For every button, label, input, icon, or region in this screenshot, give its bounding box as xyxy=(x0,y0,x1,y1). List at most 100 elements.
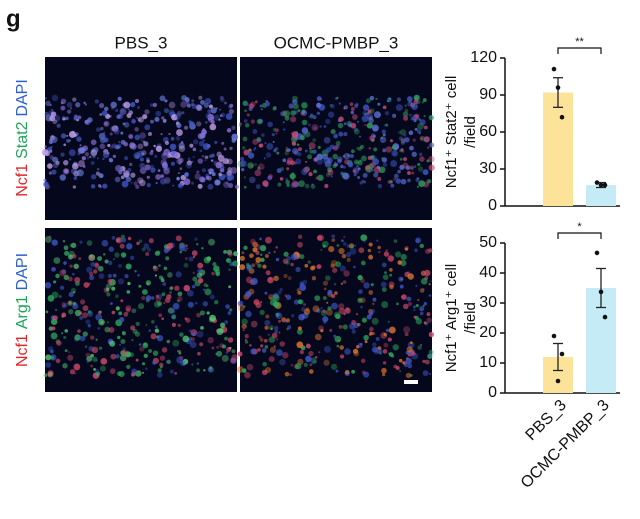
cell xyxy=(400,178,407,185)
cell xyxy=(73,363,81,371)
cell xyxy=(223,147,227,151)
cell xyxy=(241,368,247,373)
cell xyxy=(252,247,258,253)
cell xyxy=(363,282,370,289)
cell xyxy=(364,112,367,116)
cell xyxy=(241,251,245,255)
cell xyxy=(428,248,433,253)
cell xyxy=(159,95,166,102)
cell xyxy=(70,242,77,248)
cell xyxy=(142,114,148,120)
cell xyxy=(223,249,227,254)
y-axis-label: Ncf1⁺ Arg1⁺ cell xyxy=(443,264,460,372)
cell xyxy=(396,302,399,306)
cell xyxy=(316,111,321,115)
cell xyxy=(71,272,75,276)
cell xyxy=(259,245,267,252)
cell xyxy=(311,362,314,365)
cell xyxy=(164,99,168,103)
cell xyxy=(93,367,97,371)
cell xyxy=(315,176,319,180)
cell xyxy=(337,339,341,342)
cell xyxy=(338,324,343,329)
cell xyxy=(165,360,169,363)
cell xyxy=(287,276,292,280)
cell xyxy=(78,169,81,173)
cell xyxy=(106,292,111,297)
y-tick-label: 60 xyxy=(479,123,497,140)
cell xyxy=(367,155,372,160)
cell xyxy=(341,239,344,243)
cell xyxy=(101,239,109,247)
cell xyxy=(417,163,421,167)
cell xyxy=(290,363,294,367)
cell xyxy=(108,246,114,252)
cell xyxy=(129,352,134,358)
cell xyxy=(111,235,116,240)
cell xyxy=(233,251,239,257)
cell xyxy=(142,362,146,366)
cell xyxy=(108,158,114,163)
cell xyxy=(65,116,69,121)
cell xyxy=(289,173,296,180)
cell xyxy=(78,257,82,260)
image-background xyxy=(240,228,432,392)
cell xyxy=(137,143,144,150)
cell xyxy=(178,351,182,355)
cell xyxy=(50,355,55,360)
cell xyxy=(73,291,76,294)
cell xyxy=(279,358,286,366)
cell xyxy=(265,152,272,158)
cell xyxy=(355,160,360,165)
cell xyxy=(275,128,279,132)
data-point xyxy=(555,85,561,90)
cell xyxy=(158,264,161,267)
cell xyxy=(181,111,185,115)
cell xyxy=(422,370,429,376)
cell xyxy=(50,136,58,143)
cell xyxy=(205,121,208,124)
cell xyxy=(183,127,186,130)
cell xyxy=(123,101,131,109)
cell xyxy=(210,159,214,162)
micrographs xyxy=(41,57,435,392)
cell xyxy=(342,165,346,169)
cell xyxy=(329,328,333,332)
cell xyxy=(309,147,312,150)
cell xyxy=(115,354,120,359)
cell xyxy=(156,372,163,378)
cell xyxy=(206,311,210,315)
cell xyxy=(197,351,201,356)
cell xyxy=(68,291,74,297)
cell xyxy=(50,111,57,117)
cell xyxy=(184,249,187,252)
cell xyxy=(276,349,283,357)
cell xyxy=(184,317,188,320)
cell xyxy=(263,338,268,343)
cell xyxy=(244,334,249,339)
cell xyxy=(144,109,150,115)
cell xyxy=(95,127,101,132)
cell xyxy=(420,136,426,142)
cell xyxy=(98,346,103,350)
cell xyxy=(290,110,296,116)
y-tick-label: 0 xyxy=(488,197,497,214)
cell xyxy=(237,300,244,307)
cell xyxy=(428,283,431,286)
cell xyxy=(192,139,199,145)
cell xyxy=(293,110,298,115)
cell xyxy=(94,99,99,104)
cell xyxy=(225,351,229,354)
cell xyxy=(151,320,155,324)
cell xyxy=(229,146,233,151)
cell xyxy=(133,181,138,186)
cell xyxy=(59,174,66,181)
cell xyxy=(423,269,431,277)
cell xyxy=(240,160,247,167)
cell xyxy=(84,119,89,125)
cell xyxy=(100,136,105,141)
cell xyxy=(68,309,74,315)
cell xyxy=(202,143,210,150)
cell xyxy=(301,127,309,134)
cell xyxy=(382,105,387,110)
